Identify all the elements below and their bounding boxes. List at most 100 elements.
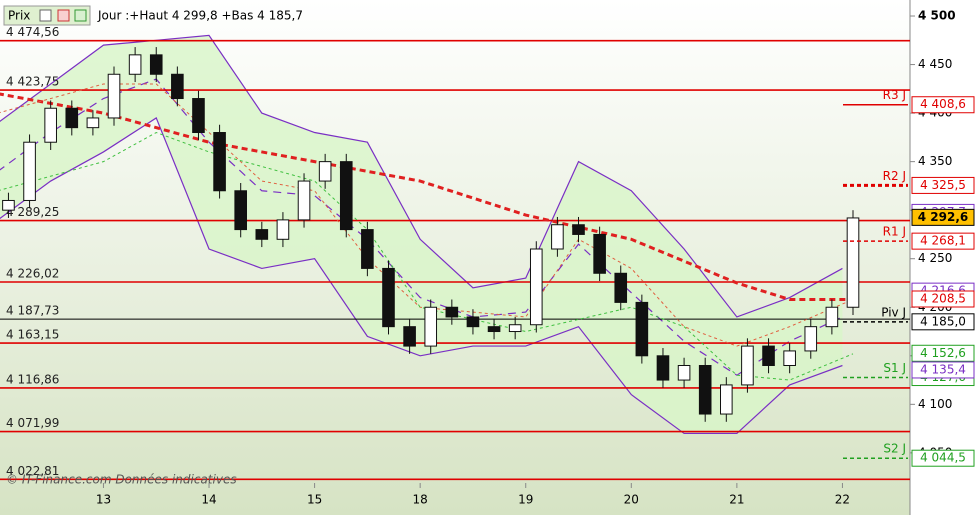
candle-body	[825, 306, 839, 328]
candle-body	[466, 316, 480, 328]
x-tick-label: 19	[518, 493, 533, 507]
candle-body	[783, 350, 796, 366]
candle-body	[382, 267, 395, 328]
pivot-name: R2 J	[883, 169, 906, 183]
price-box	[911, 96, 975, 114]
candle-body	[529, 248, 543, 326]
price-label: 4 268,1	[920, 234, 966, 248]
candle-body	[318, 161, 332, 182]
y-tick-label: 4 100	[918, 397, 952, 411]
moving-average	[0, 92, 853, 301]
pivot-name: S1 J	[883, 361, 906, 375]
footer: © IT-Finance.com Données indicatives	[6, 473, 237, 487]
candle-body	[424, 306, 438, 347]
level-label: 4 226,02	[6, 266, 59, 280]
price-box	[911, 176, 975, 194]
icon[interactable]	[39, 9, 52, 22]
candle-body	[741, 345, 754, 386]
candle-body	[107, 73, 121, 119]
candle-body	[656, 355, 670, 381]
candle-body	[234, 190, 248, 231]
price-label: 4 208,5	[920, 292, 966, 306]
candle-body	[65, 107, 79, 129]
price-box	[911, 232, 975, 250]
header-subtitle: Jour :+Haut 4 299,8 +Bas 4 185,7	[97, 9, 303, 23]
candle-body	[23, 141, 36, 201]
candle-body	[551, 224, 564, 250]
x-tick-label: 15	[307, 493, 322, 507]
pivot-name: R1 J	[883, 225, 906, 239]
icon[interactable]	[74, 9, 87, 22]
band-area	[0, 35, 843, 434]
pivot-name: S2 J	[883, 442, 906, 456]
price-label: 4 408,6	[920, 97, 966, 111]
candle-body	[846, 217, 860, 308]
candle-body	[361, 229, 374, 269]
candle-body	[213, 132, 226, 192]
candle-body	[403, 326, 416, 347]
price-box	[911, 361, 975, 379]
x-tick-label: 13	[96, 493, 111, 507]
icon[interactable]	[57, 9, 70, 22]
candle-body	[593, 233, 606, 274]
candle-body	[86, 117, 100, 129]
candle-body	[2, 199, 15, 211]
moving-average	[0, 131, 854, 381]
candle-body	[149, 54, 163, 75]
candle-body	[487, 326, 501, 333]
candle-body	[276, 219, 290, 240]
candle-body	[255, 229, 269, 240]
y-tick-label: 4 350	[918, 154, 952, 168]
x-tick-label: 20	[624, 493, 639, 507]
level-label: 4 071,99	[6, 416, 59, 430]
candle-body	[677, 364, 691, 381]
band-middle	[0, 78, 843, 376]
y-tick-label: 4 250	[918, 251, 952, 265]
candle-body	[614, 272, 628, 303]
level-label: 4 187,73	[6, 304, 59, 318]
price-box	[911, 208, 975, 226]
price-box	[911, 290, 975, 308]
level-label: 4 116,86	[6, 372, 59, 386]
y-tick-label: 4 500	[918, 9, 956, 23]
band-upper	[0, 34, 843, 318]
level-label: 4 474,56	[6, 25, 59, 39]
price-label: 4 185,0	[920, 314, 966, 328]
candle-body	[804, 326, 818, 352]
header: Prix Jour :+Haut 4 299,8 +Bas 4 185,7	[3, 5, 303, 26]
price-label: 4 325,5	[920, 178, 966, 192]
price-label: 4 152,6	[920, 346, 966, 360]
candle-body	[339, 161, 353, 231]
x-tick-label: 14	[201, 493, 216, 507]
x-tick-label: 22	[835, 493, 850, 507]
price-label: 4 292,6	[918, 210, 968, 224]
price-label: 4 044,5	[920, 451, 966, 465]
pivot-name: Piv J	[881, 305, 906, 319]
axis-background	[910, 0, 976, 515]
x-tick-label: 21	[729, 493, 744, 507]
candle-body	[698, 364, 712, 415]
level-label: 4 163,15	[6, 328, 59, 342]
price-box	[911, 344, 975, 362]
header-title: Prix	[8, 9, 30, 23]
candle-body	[762, 345, 775, 366]
candle-body	[572, 224, 585, 235]
level-label: 4 022,81	[6, 464, 59, 478]
candle-body	[445, 306, 459, 318]
level-label: 4 423,75	[6, 75, 59, 89]
candle-body	[508, 324, 522, 333]
y-tick-label: 4 450	[918, 57, 952, 71]
price-box	[911, 313, 975, 331]
x-tick-label: 18	[413, 493, 428, 507]
candle-body	[297, 180, 311, 221]
candle-body	[44, 107, 57, 143]
pivot-name: R3 J	[883, 88, 906, 102]
moving-average	[0, 83, 854, 347]
candle-body	[635, 301, 649, 357]
price-label: 4 135,4	[920, 362, 966, 376]
candle-body	[192, 98, 205, 134]
candle-body	[720, 384, 733, 415]
level-label: 4 289,25	[6, 205, 59, 219]
